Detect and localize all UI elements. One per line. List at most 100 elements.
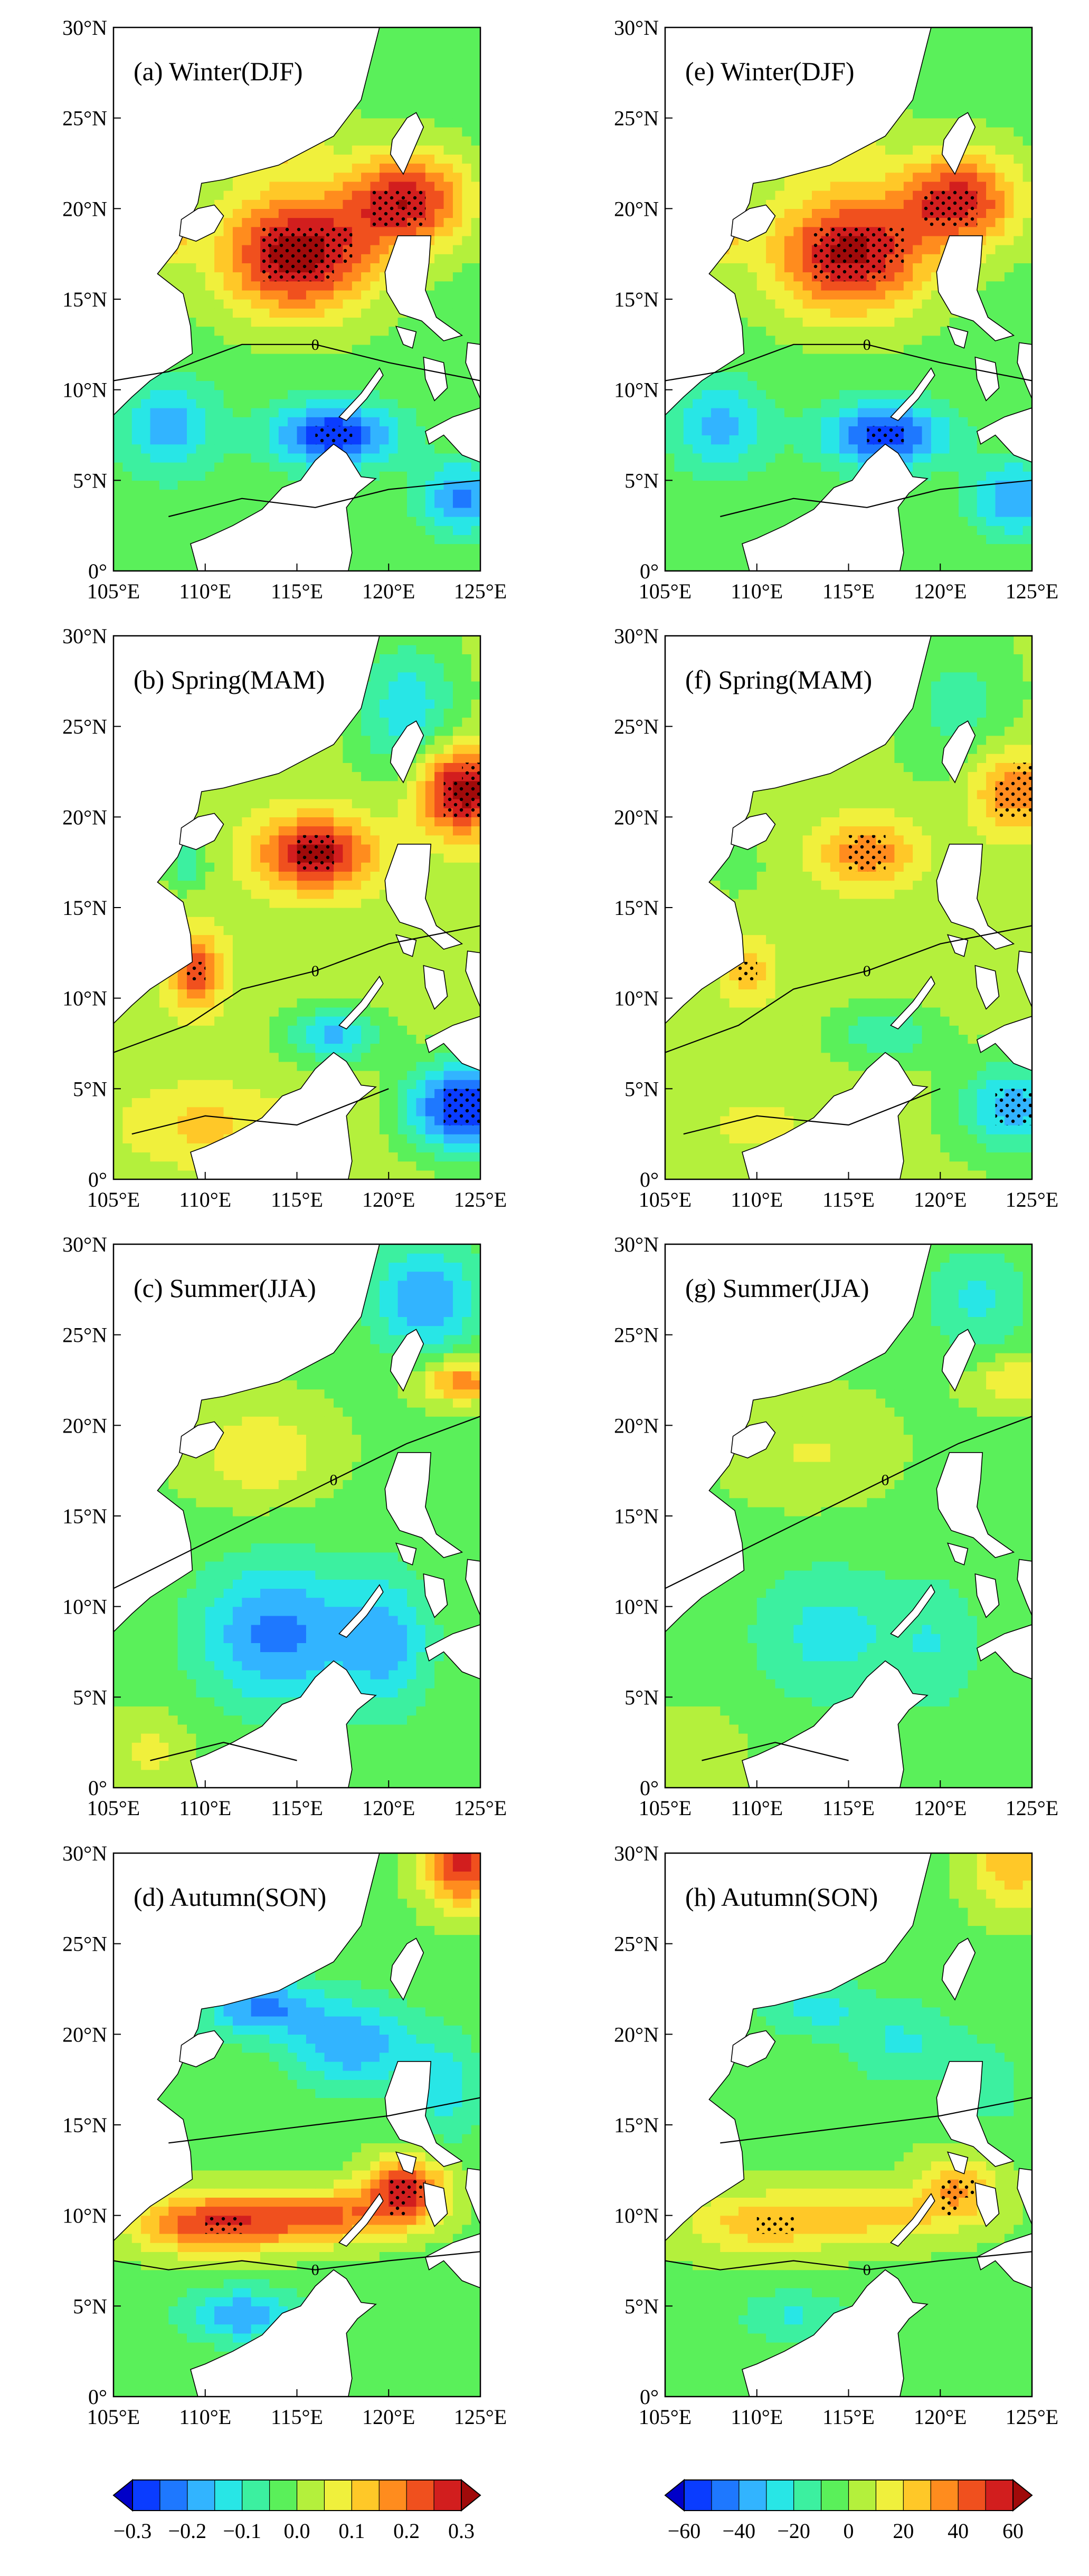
panel-title: (d) Autumn(SON) [134,1882,326,1912]
colorbar-swatch [352,2480,380,2511]
lon-tick-label: 105°E [639,2405,692,2429]
lon-tick-label: 105°E [639,1796,692,1820]
colorbar-swatch [406,2480,434,2511]
lat-tick-label: 25°N [614,1323,659,1347]
axis-ticks: 105°E 110°E 115°E 120°E 125°E 0° 5°N 10°N 15°N 20… [62,1233,507,1820]
colorbar-tick-label: −60 [668,2519,701,2543]
lat-tick-label: 10°N [62,378,107,402]
colorbar-swatch [958,2480,986,2511]
lon-tick-label: 105°E [87,579,140,603]
coastline [423,356,448,402]
lat-tick-label: 30°N [62,624,107,648]
coastline [113,1130,114,1159]
zero-contour-line [168,2097,480,2144]
lat-tick-label: 25°N [614,107,659,130]
coastline [338,367,384,421]
lat-tick-label: 15°N [62,2113,107,2137]
coastline [190,443,377,571]
lon-tick-label: 125°E [1006,1188,1058,1211]
colorbar-left: −0.3 −0.2 −0.1 0.0 0.1 0.2 0.3 [112,2478,481,2543]
coastline [424,1016,480,1071]
zero-contour-line [720,2097,1032,2144]
lat-tick-label: 25°N [614,715,659,739]
panel-title: (e) Winter(DJF) [685,56,855,86]
lon-tick-label: 110°E [731,579,783,603]
contour-zero-label: 0 [863,2262,871,2279]
contour-zero-label: 0 [311,2262,319,2279]
colorbar-tick-label: −0.3 [113,2519,152,2543]
coastline [665,2347,666,2377]
lon-tick-label: 115°E [271,1188,323,1211]
lat-tick-label: 30°N [614,1842,659,1865]
coastline [742,2269,929,2397]
contour-zero-label: 0 [330,1471,338,1489]
land-mask [665,1244,1032,1788]
lon-tick-label: 105°E [87,1188,140,1211]
coastline [190,1660,377,1788]
colorbar-swatch [711,2480,740,2511]
lat-tick-label: 20°N [62,805,107,829]
zero-contours: 0 [113,2097,480,2279]
colorbar-swatch [214,2480,243,2511]
coastline [946,1542,969,1566]
colorbar-swatch [684,2480,712,2511]
coastline [465,2168,480,2225]
lat-tick-label: 15°N [62,288,107,311]
lon-tick-label: 110°E [179,2405,231,2429]
colorbars: −0.3 −0.2 −0.1 0.0 0.1 0.2 0.3 −60 −40 −20 0 20 40 60 [112,2478,1033,2543]
colorbar-min-arrow [664,2478,685,2512]
lat-tick-label: 20°N [614,197,659,221]
colorbar-swatch [379,2480,407,2511]
lon-tick-label: 115°E [822,1796,875,1820]
colorbar-tick-label: −0.1 [223,2519,261,2543]
coastline [936,844,1015,950]
coastline [731,2030,776,2067]
axis-ticks: 105°E 110°E 115°E 120°E 125°E 0° 5°N 10°N 15°N 20… [62,624,507,1211]
lat-tick-label: 10°N [614,1595,659,1619]
lon-tick-label: 115°E [822,2405,875,2429]
anomaly-field: 0 [113,1853,480,2397]
coastline [113,2347,114,2377]
lon-tick-label: 105°E [87,1796,140,1820]
lat-tick-label: 10°N [614,2204,659,2228]
lat-tick-label: 20°N [614,805,659,829]
colorbar-swatch [159,2480,188,2511]
significance-stipple [187,762,480,1125]
colorbar-tick-label: −20 [777,2519,810,2543]
zero-contour-line [665,1416,1032,1589]
zero-contours: 0 [665,925,1032,1135]
coastline [1017,342,1032,399]
lat-tick-label: 25°N [62,1932,107,1956]
lon-tick-label: 115°E [822,1188,875,1211]
lat-tick-label: 5°N [624,469,659,492]
coastline [465,1559,480,1616]
colorbar-tick-label: −40 [723,2519,756,2543]
map-panel-f: 0 (f) Spring(MAM) 105°E 110°E 115°E 120°E 125°… [614,624,1058,1211]
land-mask [665,1853,1032,2397]
land-mask [113,27,480,571]
colorbar-swatch [931,2480,959,2511]
lon-tick-label: 120°E [914,579,967,603]
lat-tick-label: 0° [88,1168,107,1191]
colorbar-swatch [242,2480,270,2511]
coastline [424,2233,480,2288]
coastline [974,356,1000,402]
lat-tick-label: 25°N [62,107,107,130]
lat-tick-label: 5°N [624,1685,659,1709]
map-panel-h: 0 (h) Autumn(SON) 105°E 110°E 115°E 120°E 125°… [614,1842,1058,2429]
coastline [974,2182,1000,2227]
lon-tick-label: 120°E [362,579,415,603]
coastline [731,1421,776,1458]
colorbar-swatch [297,2480,325,2511]
colorbar-tick-label: 0 [844,2519,854,2543]
coastline [424,407,480,463]
coastline [974,965,1000,1010]
zero-contours: 0 [113,925,480,1135]
lon-tick-label: 115°E [271,579,323,603]
coastline [742,443,929,571]
lat-tick-label: 30°N [62,1842,107,1865]
zero-contours: 0 [113,1416,480,1761]
lat-tick-label: 5°N [624,1077,659,1101]
lon-tick-label: 125°E [1006,1796,1058,1820]
land-mask [665,636,1032,1179]
